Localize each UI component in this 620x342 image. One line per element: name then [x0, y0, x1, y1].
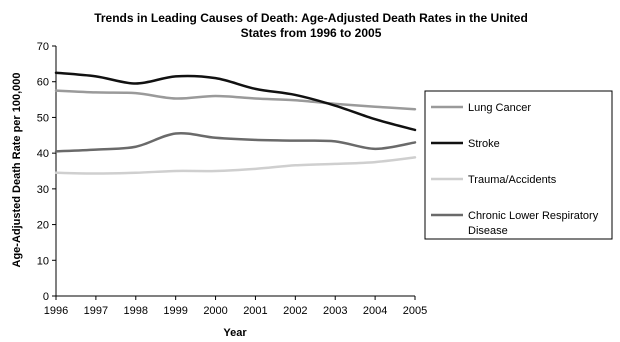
legend-label-trauma-accidents: Trauma/Accidents	[468, 174, 557, 186]
x-tick-label: 2003	[323, 305, 347, 317]
data-point-chronic-lower-respiratory-disease	[334, 140, 336, 142]
chart-title-line-1: Trends in Leading Causes of Death: Age-A…	[94, 11, 528, 25]
axes	[55, 46, 415, 297]
data-point-stroke	[254, 88, 257, 90]
data-point-lung-cancer	[294, 99, 296, 101]
data-point-trauma-accidents	[334, 163, 336, 165]
y-tick-label: 20	[37, 220, 49, 232]
data-point-lung-cancer	[175, 97, 177, 100]
series-line-stroke	[54, 71, 417, 132]
series-lines	[54, 71, 417, 175]
x-tick-label: 2002	[283, 305, 307, 317]
legend-label-stroke: Stroke	[468, 138, 500, 150]
data-point-trauma-accidents	[95, 172, 97, 175]
data-point-chronic-lower-respiratory-disease	[374, 148, 376, 150]
data-point-stroke	[135, 82, 137, 85]
x-tick-label: 1996	[44, 305, 68, 317]
data-point-chronic-lower-respiratory-disease	[254, 139, 257, 141]
y-tick-label: 40	[37, 148, 49, 160]
data-point-trauma-accidents	[135, 172, 137, 174]
data-point-lung-cancer	[254, 97, 257, 100]
legend: Lung Cancer Stroke Trauma/Accidents Chronic…	[424, 90, 613, 240]
chart-title: Trends in Leading Causes of Death: Age-A…	[94, 11, 528, 40]
data-point-lung-cancer	[55, 90, 57, 92]
data-point-stroke	[414, 129, 416, 131]
data-point-chronic-lower-respiratory-disease	[214, 137, 217, 139]
data-point-chronic-lower-respiratory-disease	[414, 141, 416, 144]
data-point-lung-cancer	[95, 91, 97, 94]
data-point-stroke	[214, 77, 217, 79]
data-point-lung-cancer	[374, 106, 376, 108]
x-tick-label: 1997	[84, 305, 108, 317]
data-point-trauma-accidents	[414, 156, 416, 159]
data-point-stroke	[334, 105, 336, 107]
y-tick-label: 10	[37, 255, 49, 267]
legend-label-chronic-lower-respiratory-disease: Disease	[468, 225, 508, 237]
x-tick-label: 2001	[243, 305, 267, 317]
data-point-stroke	[95, 75, 97, 77]
y-axis-title: Age-Adjusted Death Rate per 100,000	[11, 72, 23, 267]
data-point-lung-cancer	[414, 108, 416, 110]
series-line-chronic-lower-respiratory-disease	[54, 131, 417, 153]
data-point-chronic-lower-respiratory-disease	[294, 140, 296, 142]
data-point-trauma-accidents	[294, 164, 296, 166]
series-line-lung-cancer	[54, 89, 417, 111]
legend-label-chronic-lower-respiratory-disease: Chronic Lower Respiratory	[468, 210, 599, 222]
y-tick-label: 70	[37, 41, 49, 53]
data-point-chronic-lower-respiratory-disease	[175, 132, 177, 135]
x-tick-label: 1998	[124, 305, 148, 317]
data-point-chronic-lower-respiratory-disease	[135, 146, 137, 148]
data-point-stroke	[294, 94, 296, 96]
chart-title-line-2: States from 1996 to 2005	[241, 26, 382, 40]
y-tick-label: 60	[37, 77, 49, 89]
x-axis-ticks: 1996 1997 1998 1999 2000 2001 2002 2003 2004 2005	[44, 296, 427, 317]
data-point-trauma-accidents	[175, 170, 177, 172]
data-point-trauma-accidents	[374, 161, 376, 163]
data-point-lung-cancer	[135, 92, 137, 94]
y-tick-label: 0	[43, 291, 49, 303]
y-tick-label: 30	[37, 184, 49, 196]
data-point-lung-cancer	[334, 103, 336, 105]
x-tick-label: 1999	[163, 305, 187, 317]
data-point-trauma-accidents	[55, 172, 57, 174]
data-point-trauma-accidents	[254, 168, 257, 170]
data-point-chronic-lower-respiratory-disease	[55, 150, 57, 152]
x-axis-title: Year	[223, 327, 247, 339]
data-point-stroke	[374, 118, 376, 120]
data-point-lung-cancer	[214, 95, 217, 97]
data-point-chronic-lower-respiratory-disease	[95, 148, 97, 151]
legend-label-lung-cancer: Lung Cancer	[468, 102, 531, 114]
x-tick-label: 2000	[203, 305, 227, 317]
data-point-stroke	[55, 72, 57, 74]
x-tick-label: 2005	[403, 305, 427, 317]
y-axis-ticks: 0 10 20 30 40 50 60 70	[37, 41, 56, 303]
x-tick-label: 2004	[363, 305, 387, 317]
data-point-stroke	[175, 75, 177, 77]
series-line-trauma-accidents	[54, 156, 417, 175]
data-point-trauma-accidents	[214, 170, 217, 172]
y-tick-label: 50	[37, 112, 49, 124]
